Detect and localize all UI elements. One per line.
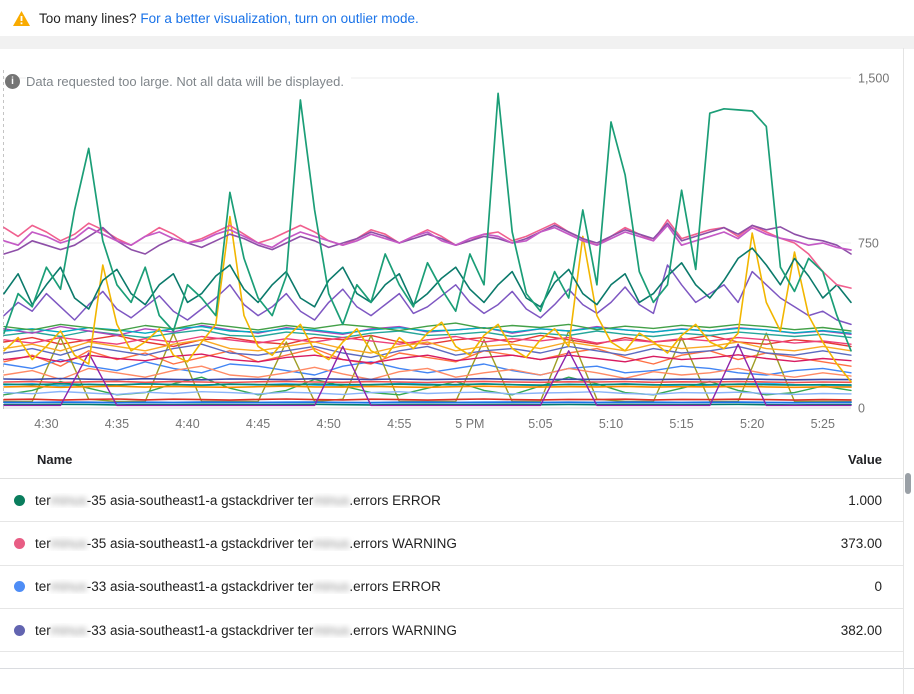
chart-line-purple-750 (3, 222, 852, 255)
x-axis-label: 5:25 (811, 417, 835, 431)
series-color-dot (14, 581, 25, 593)
x-axis-label: 5:05 (528, 417, 552, 431)
x-axis-label: 4:40 (175, 417, 199, 431)
chart-line-clutter-blue (3, 358, 852, 376)
chart-line-flat-orange (3, 385, 852, 389)
data-truncation-notice: i Data requested too large. Not all data… (5, 72, 351, 91)
chart-line-clutter-indigo (3, 343, 852, 359)
chart-line-green-main (3, 92, 852, 352)
chart-line-yellow (3, 215, 852, 383)
chart-line-bottom-red (3, 398, 852, 401)
chart-line-flat-teal (3, 382, 852, 386)
series-name: terminus-33 asia-southeast1-a gstackdriv… (35, 622, 457, 638)
series-name: terminus-35 asia-southeast1-a gstackdriv… (35, 492, 441, 508)
chart-line-clutter-amber (3, 339, 852, 354)
warning-icon (13, 10, 30, 26)
series-value: 1.000 (848, 492, 882, 508)
chart-line-magenta-750 (3, 224, 852, 251)
chart-line-flat-red (3, 380, 852, 384)
table-row[interactable]: terminus-33 asia-southeast1-a gstackdriv… (0, 608, 903, 653)
chart-area: 0 750 1,500 4:30 4:35 4:40 4:45 4:50 4:55 5 PM 5:0… (0, 48, 914, 440)
x-axis-label: 4:30 (34, 417, 58, 431)
x-axis-label: 5 PM (455, 417, 484, 431)
x-axis-label: 5:15 (669, 417, 693, 431)
legend-table: Name Value terminus-35 asia-southeast1-a… (0, 440, 914, 653)
y-axis-label: 750 (858, 237, 879, 251)
scrollbar-track (903, 48, 904, 694)
chart-line-mid-purple (3, 264, 852, 326)
chart-line-bottom-purple-spikes (3, 343, 852, 407)
x-axis-label: 4:45 (246, 417, 270, 431)
chart-line-pink-750 (3, 219, 852, 289)
x-axis-label: 5:10 (599, 417, 623, 431)
series-color-dot (14, 494, 25, 506)
scrollbar-thumb[interactable] (905, 473, 911, 494)
chart-line-clutter-salmon (3, 365, 852, 381)
series-value: 382.00 (840, 622, 882, 638)
chart-line-flat-skyblue (3, 390, 852, 396)
series-value: 373.00 (840, 535, 882, 551)
table-row[interactable]: terminus-35 asia-southeast1-a gstackdriv… (0, 522, 903, 566)
table-row[interactable]: terminus-33 asia-southeast1-a gstackdriv… (0, 565, 903, 609)
bottom-divider (0, 668, 914, 669)
chart-line-clutter-green-band (3, 322, 852, 332)
too-many-lines-banner: Too many lines? For a better visualizati… (0, 0, 914, 36)
column-header-value: Value (848, 451, 882, 467)
banner-divider (0, 36, 914, 49)
banner-message: Too many lines? (39, 10, 137, 26)
series-name: terminus-35 asia-southeast1-a gstackdriv… (35, 535, 457, 551)
series-color-dot (14, 624, 25, 636)
series-name: terminus-33 asia-southeast1-a gstackdriv… (35, 579, 441, 595)
chart-line-clutter-teal (3, 329, 852, 339)
y-axis-label: 0 (858, 402, 865, 416)
info-icon: i (5, 74, 20, 89)
x-axis-label: 4:55 (387, 417, 411, 431)
timeseries-chart[interactable]: 0 750 1,500 4:30 4:35 4:40 4:45 4:50 4:55 5 PM 5:0… (0, 48, 914, 440)
series-value: 0 (874, 579, 882, 595)
info-text: Data requested too large. Not all data w… (26, 72, 351, 91)
legend-header: Name Value (0, 440, 903, 479)
chart-line-dark-teal (3, 247, 852, 310)
chart-line-clutter-crimson-band (3, 353, 852, 364)
series-color-dot (14, 537, 25, 549)
chart-line-clutter-cyan (3, 325, 852, 334)
y-axis-label: 1,500 (858, 72, 889, 86)
x-axis-label: 4:50 (317, 417, 341, 431)
column-header-name: Name (37, 451, 73, 467)
outlier-mode-link[interactable]: For a better visualization, turn on outl… (140, 10, 419, 26)
x-axis-label: 5:20 (740, 417, 764, 431)
x-axis-label: 4:35 (105, 417, 129, 431)
chart-line-flat-blue (3, 377, 852, 381)
chart-line-clutter-pink (3, 335, 852, 345)
table-row[interactable]: terminus-35 asia-southeast1-a gstackdriv… (0, 479, 903, 523)
chart-line-bottom-blue (3, 401, 852, 404)
